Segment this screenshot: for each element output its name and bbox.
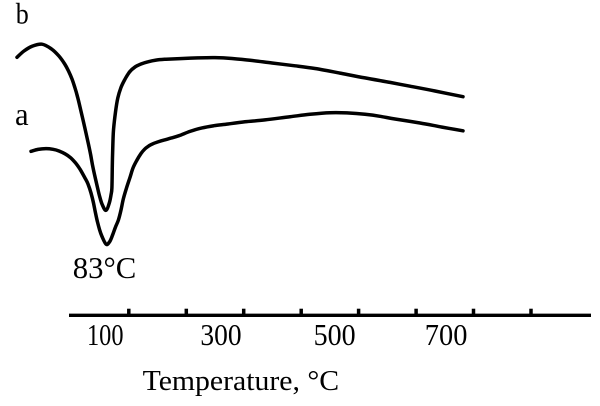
svg-text:500: 500: [314, 317, 356, 352]
svg-text:100: 100: [87, 317, 124, 352]
svg-text:Temperature, °C: Temperature, °C: [143, 365, 340, 397]
svg-text:83°C: 83°C: [73, 250, 137, 285]
svg-text:a: a: [15, 96, 29, 132]
svg-text:700: 700: [425, 317, 468, 352]
svg-text:b: b: [16, 0, 29, 31]
svg-text:300: 300: [200, 317, 241, 352]
